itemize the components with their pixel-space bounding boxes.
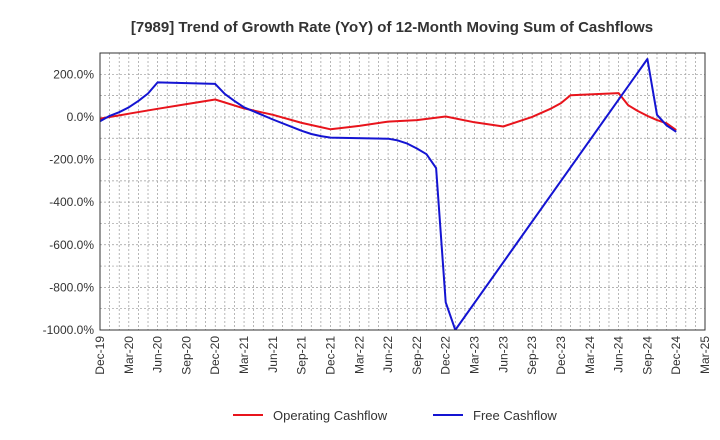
x-tick-label: Mar-22 (352, 336, 366, 374)
series-layer (100, 58, 677, 330)
x-tick-label: Dec-23 (554, 336, 568, 375)
chart-title: [7989] Trend of Growth Rate (YoY) of 12-… (131, 19, 653, 36)
x-tick-label: Jun-24 (612, 336, 626, 373)
x-tick-label: Mar-25 (698, 336, 712, 374)
x-axis: Dec-19 Mar-20 Jun-20 Sep-20 Dec-20 Mar-21 Jun-… (93, 336, 712, 375)
x-tick-label: Dec-22 (439, 336, 453, 375)
series-line-operating-cashflow (100, 92, 677, 131)
axis-frame (99, 52, 706, 331)
y-axis: 200.0% 0.0% -200.0% -400.0% -600.0% -800.0% -1… (43, 67, 95, 337)
plot-border (99, 52, 706, 331)
x-tick-label: Dec-24 (669, 336, 683, 375)
x-tick-label: Sep-20 (179, 336, 193, 375)
y-tick-label: 200.0% (53, 67, 94, 81)
x-tick-label: Sep-24 (640, 336, 654, 375)
y-tick-label: -400.0% (49, 195, 94, 209)
y-tick-label: -1000.0% (43, 323, 95, 337)
x-tick-label: Jun-21 (266, 336, 280, 373)
x-tick-label: Dec-20 (208, 336, 222, 375)
x-tick-label: Dec-19 (93, 336, 107, 375)
x-tick-label: Mar-20 (122, 336, 136, 374)
x-tick-label: Sep-21 (295, 336, 309, 375)
x-tick-label: Sep-22 (410, 336, 424, 375)
y-tick-label: -600.0% (49, 238, 94, 252)
x-tick-label: Jun-20 (151, 336, 165, 373)
grid-lines (99, 52, 706, 331)
x-tick-label: Jun-23 (496, 336, 510, 373)
x-tick-label: Mar-21 (237, 336, 251, 374)
y-tick-label: 0.0% (67, 110, 95, 124)
y-tick-label: -200.0% (49, 153, 94, 167)
plot-area (100, 53, 705, 330)
series-line-free-cashflow (100, 58, 677, 330)
y-tick-label: -800.0% (49, 280, 94, 294)
legend: Operating Cashflow Free Cashflow (233, 408, 557, 423)
x-tick-label: Mar-23 (468, 336, 482, 374)
x-tick-label: Dec-21 (323, 336, 337, 375)
legend-label: Operating Cashflow (273, 408, 388, 423)
x-tick-label: Jun-22 (381, 336, 395, 373)
plot-background (100, 53, 705, 330)
x-tick-label: Sep-23 (525, 336, 539, 375)
legend-label: Free Cashflow (473, 408, 557, 423)
x-tick-label: Mar-24 (583, 336, 597, 374)
